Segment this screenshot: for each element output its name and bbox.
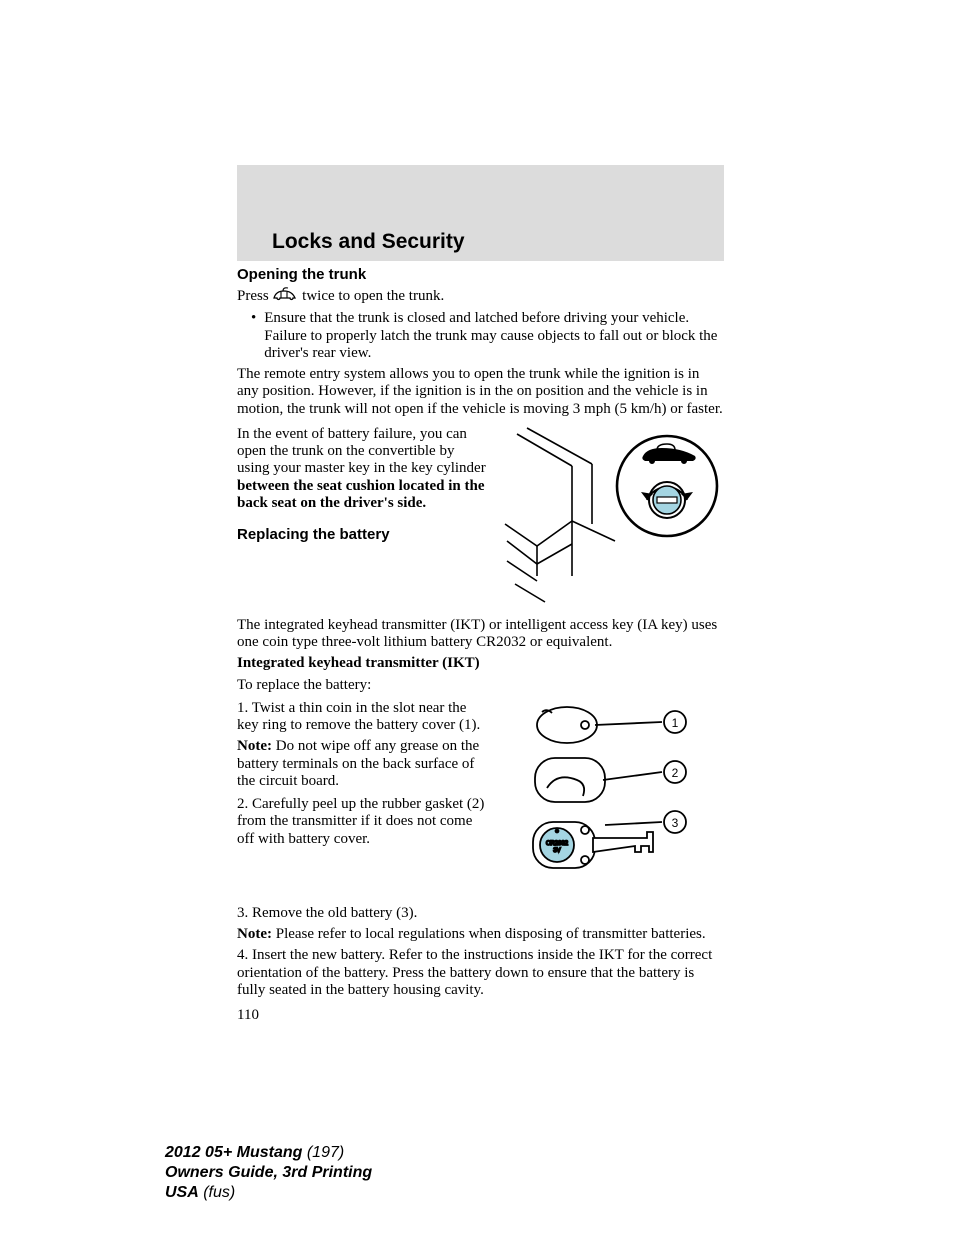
footer-l3-bold: USA [165,1184,199,1201]
battery-label-bottom: 3V [553,848,560,854]
battery-fail-prefix: In the event of battery failure, you can… [237,426,486,477]
footer-line-1: 2012 05+ Mustang (197) [165,1143,372,1163]
step3-note-text: Please refer to local regulations when d… [272,926,706,942]
step3: 3. Remove the old battery (3). [237,905,724,922]
trunk-open-icon [272,287,298,306]
bullet-dot: • [251,310,256,362]
press-line: Press twice to open the trunk. [237,287,724,306]
footer-l3-ital: (fus) [199,1184,235,1201]
battery-fail-text: In the event of battery failure, you can… [237,426,487,547]
callout-3: 3 [672,816,679,830]
callout-2: 2 [672,766,679,780]
press-prefix: Press [237,288,272,304]
replacing-battery-heading: Replacing the battery [237,526,487,543]
callout-1: 1 [672,716,679,730]
trunk-bullet: • Ensure that the trunk is closed and la… [251,310,724,362]
step1-a: 1. Twist a thin coin in the slot near th… [237,700,487,735]
remote-entry-para: The remote entry system allows you to op… [237,366,724,418]
battery-fail-bold: between the seat cushion located in the … [237,478,485,511]
steps-row: 1. Twist a thin coin in the slot near th… [237,700,724,905]
content-area: Opening the trunk Press twice to open th… [237,266,724,1024]
to-replace-line: To replace the battery: [237,677,724,694]
steps-text: 1. Twist a thin coin in the slot near th… [237,700,487,852]
note-label-1: Note: [237,738,272,754]
battery-fail-para: In the event of battery failure, you can… [237,426,487,512]
ikt-intro: The integrated keyhead transmitter (IKT)… [237,617,724,652]
section-title: Locks and Security [272,230,465,254]
opening-trunk-heading: Opening the trunk [237,266,724,283]
key-battery-diagram: CR2032 3V [497,700,724,905]
battery-fail-row: In the event of battery failure, you can… [237,426,724,611]
footer-l1-bold: 2012 05+ Mustang [165,1144,302,1161]
ikt-heading: Integrated keyhead transmitter (IKT) [237,655,724,672]
seat-key-diagram [497,426,724,611]
footer: 2012 05+ Mustang (197) Owners Guide, 3rd… [165,1143,372,1203]
press-suffix: twice to open the trunk. [302,288,444,304]
footer-line-2: Owners Guide, 3rd Printing [165,1163,372,1183]
step1-note-text: Do not wipe off any grease on the batter… [237,738,479,789]
battery-label-top: CR2032 [546,841,569,847]
note-label-2: Note: [237,926,272,942]
step3-note: Note: Please refer to local regulations … [237,926,724,943]
footer-line-3: USA (fus) [165,1183,372,1203]
page: Locks and Security Opening the trunk Pre… [0,0,954,1235]
step4: 4. Insert the new battery. Refer to the … [237,947,724,999]
footer-l1-ital: (197) [302,1144,344,1161]
step1-note: Note: Do not wipe off any grease on the … [237,738,487,790]
page-number: 110 [237,1007,724,1024]
bullet-text: Ensure that the trunk is closed and latc… [264,310,724,362]
step2: 2. Carefully peel up the rubber gasket (… [237,796,487,848]
